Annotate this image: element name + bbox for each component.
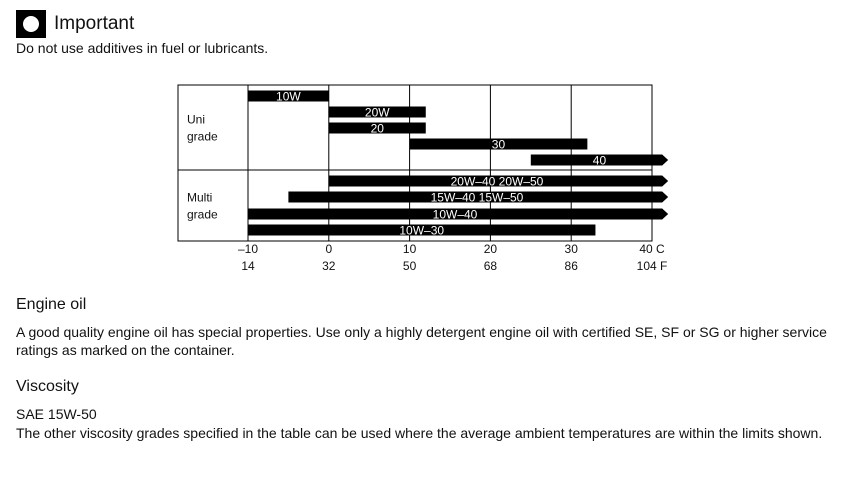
grade-bar	[328, 122, 426, 134]
tick-label-celsius: 0	[325, 242, 332, 256]
grade-bar	[248, 224, 596, 236]
row-group-label: grade	[187, 208, 218, 222]
tick-label-celsius: 10	[403, 242, 417, 256]
grade-bar	[328, 106, 426, 118]
important-text: Do not use additives in fuel or lubrican…	[16, 40, 269, 56]
tick-label-celsius: –10	[238, 242, 258, 256]
tick-label-fahrenheit: 32	[322, 259, 336, 273]
row-group-label: Multi	[187, 191, 212, 205]
engine-oil-text: A good quality engine oil has special pr…	[16, 324, 827, 358]
grade-bar-label: 20	[371, 122, 385, 136]
grade-bar-label: 10W–40	[433, 208, 478, 222]
viscosity-text: The other viscosity grades specified in …	[16, 425, 823, 441]
grade-bar-label: 40	[593, 154, 607, 168]
grade-bar	[328, 175, 669, 187]
important-title: Important	[54, 13, 135, 34]
grade-bar-label: 30	[492, 138, 506, 152]
grade-bar-label: 15W–40 15W–50	[431, 191, 524, 205]
grade-bar	[288, 191, 669, 203]
viscosity-heading: Viscosity	[16, 378, 79, 395]
tick-label-fahrenheit: 86	[565, 259, 579, 273]
important-notice: Important	[16, 10, 134, 38]
grade-bar-label: 10W	[276, 90, 301, 104]
row-group-label: grade	[187, 130, 218, 144]
tick-label-celsius: 20	[484, 242, 498, 256]
viscosity-grade: SAE 15W-50	[16, 406, 97, 422]
engine-oil-heading: Engine oil	[16, 296, 87, 313]
grade-bar	[248, 90, 329, 102]
tick-label-fahrenheit: 68	[484, 259, 498, 273]
grade-bar	[409, 138, 588, 150]
grade-bar-label: 20W	[365, 106, 390, 120]
grade-bar	[248, 208, 669, 220]
grade-bar	[530, 154, 669, 166]
tick-label-fahrenheit: 50	[403, 259, 417, 273]
grade-bar-label: 10W–30	[399, 224, 444, 238]
important-circle-icon	[16, 10, 46, 38]
tick-label-celsius: 30	[565, 242, 579, 256]
tick-label-fahrenheit: 14	[241, 259, 255, 273]
tick-label-celsius: 40 C	[639, 242, 665, 256]
tick-label-fahrenheit: 104 F	[637, 259, 668, 273]
row-group-label: Uni	[187, 113, 205, 127]
grade-bar-label: 20W–40 20W–50	[451, 175, 544, 189]
viscosity-chart: Uni grade Multi grade 10W 20W 20 30 40 20W–40 20W…	[177, 84, 669, 273]
